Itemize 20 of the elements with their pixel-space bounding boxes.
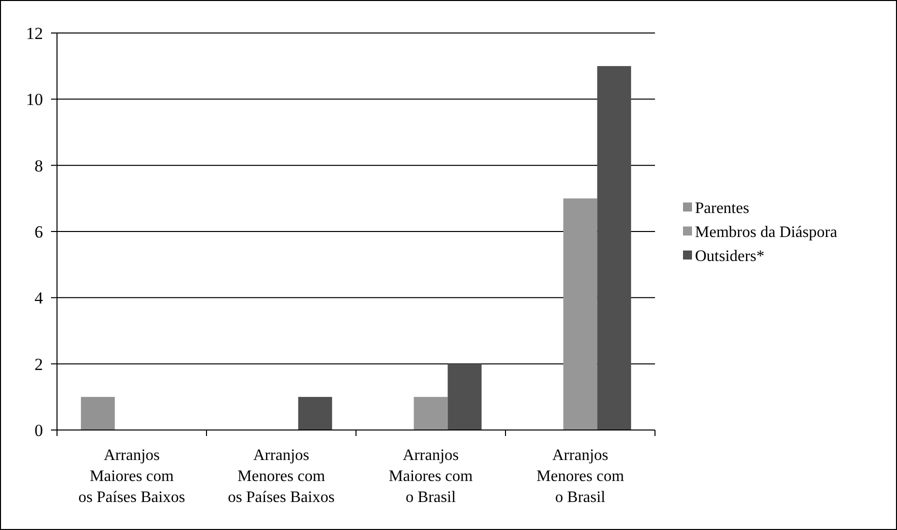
x-tick-label: Arranjos Maiores com os Países Baixos [78, 447, 186, 506]
bar [563, 198, 598, 430]
x-tick-label: Arranjos Menores com os Países Baixos [228, 447, 335, 506]
x-tick-label: Arranjos Maiores com o Brasil [388, 447, 474, 506]
legend-label: Parentes [695, 200, 750, 218]
x-tick-label: Arranjos Menores com o Brasil [536, 447, 625, 506]
legend-label: Membros da Diáspora [695, 224, 838, 242]
bar [414, 396, 448, 430]
y-tick-label: 4 [34, 288, 44, 308]
y-tick-label: 8 [34, 156, 43, 176]
bar [597, 66, 632, 430]
y-tick-label: 6 [34, 222, 43, 242]
bar [448, 364, 482, 430]
legend-label: Outsiders* [695, 248, 764, 266]
y-tick-label: 12 [26, 24, 43, 43]
y-tick-label: 10 [26, 90, 43, 110]
bar [298, 396, 332, 430]
y-tick-label: 2 [34, 354, 43, 374]
y-tick-label: 0 [34, 420, 43, 440]
bar [80, 396, 115, 430]
